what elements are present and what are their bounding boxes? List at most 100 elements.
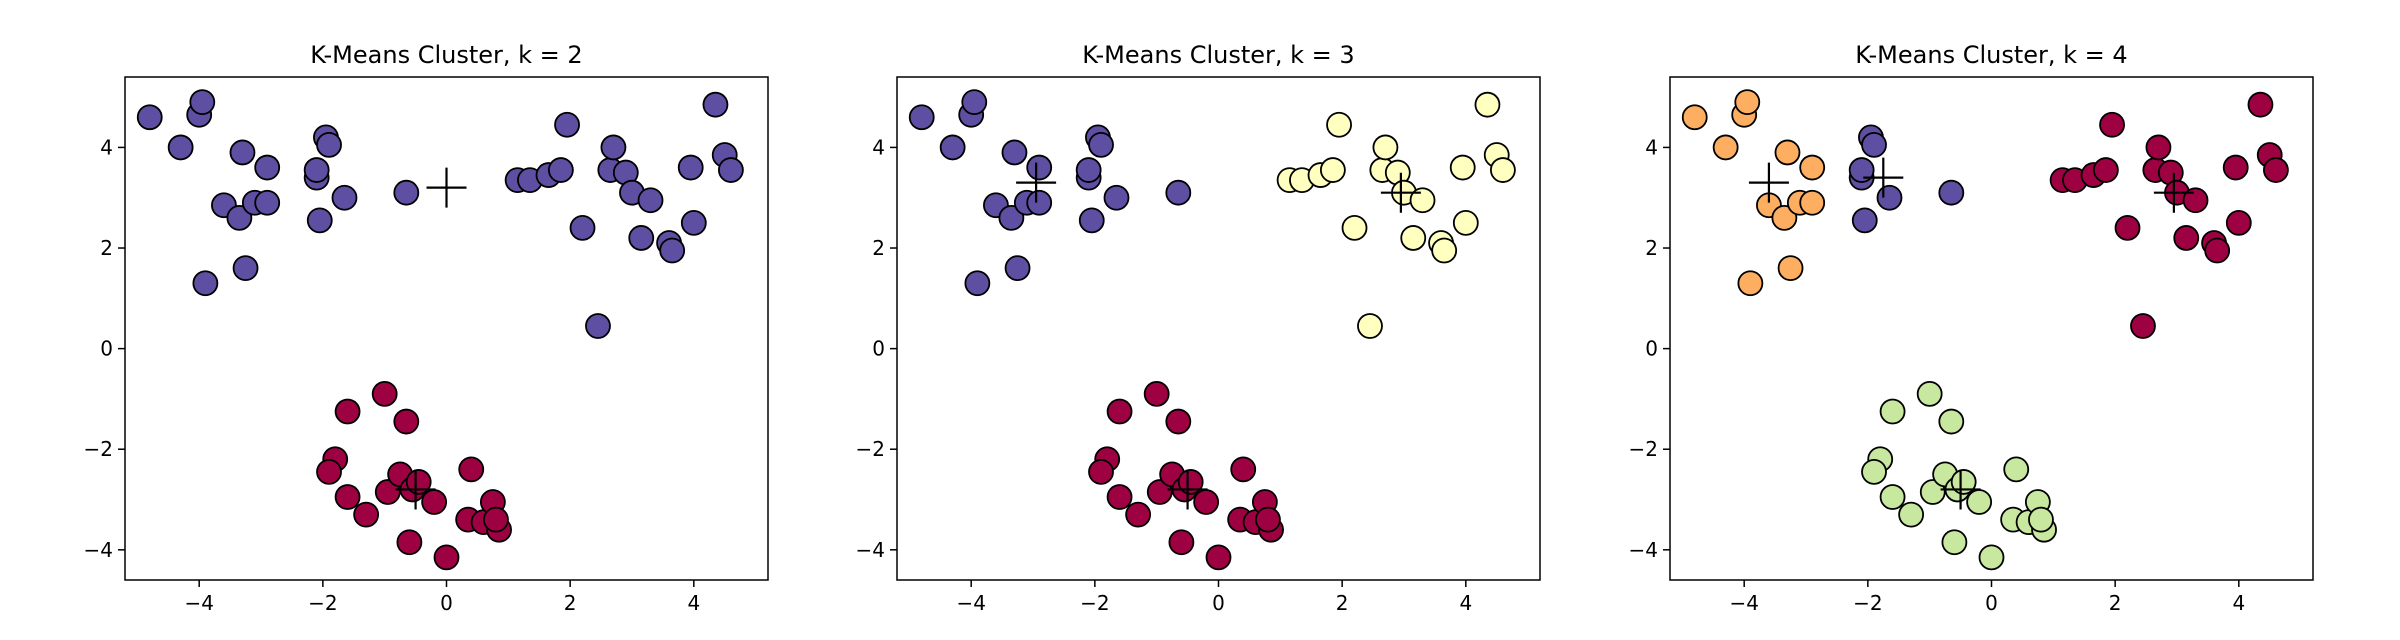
data-point-cluster-1 [961, 89, 988, 116]
data-point-cluster-2 [1341, 214, 1368, 241]
data-point-cluster-2 [1449, 154, 1476, 181]
data-point-cluster-1 [702, 91, 729, 118]
data-point-cluster-1 [1771, 204, 1798, 231]
data-point-cluster-2 [1452, 209, 1479, 236]
data-point-cluster-2 [405, 469, 432, 495]
y-tick-label: 0 [872, 337, 885, 361]
data-point-cluster-1 [585, 313, 611, 339]
data-point-cluster-1 [1734, 89, 1761, 116]
data-point-cluster-2 [1861, 132, 1887, 158]
x-tick-label: 0 [1212, 591, 1225, 615]
data-point-cluster-2 [1851, 207, 1878, 234]
y-tick-label: 4 [872, 135, 885, 159]
x-tick-label: 4 [687, 591, 700, 615]
data-point-cluster-2 [1431, 237, 1458, 264]
data-point-cluster-2 [1326, 111, 1352, 138]
data-point-cluster-1 [1004, 255, 1031, 282]
y-tick-label: 2 [100, 236, 113, 260]
x-tick-label: −4 [184, 591, 213, 615]
centroid-markers [1016, 162, 1421, 510]
data-point-cluster-2 [483, 506, 509, 533]
data-point-cluster-1 [637, 187, 664, 214]
x-tick-label: 4 [1459, 591, 1472, 615]
data-point-cluster-2 [433, 544, 460, 571]
x-tick-label: −4 [956, 591, 985, 615]
data-point-cluster-4 [1919, 479, 1946, 505]
chart-title: K-Means Cluster, k = 4 [1855, 41, 2127, 69]
y-tick-label: 4 [100, 135, 113, 159]
data-point-cluster-4 [1966, 489, 1993, 515]
data-point-cluster-1 [1799, 154, 1826, 181]
data-point-cluster-1 [167, 134, 194, 161]
data-point-cluster-4 [1941, 529, 1968, 556]
data-point-cluster-2 [1409, 187, 1436, 214]
data-point-cluster-4 [1861, 458, 1887, 485]
data-point-cluster-3 [2099, 111, 2125, 138]
data-point-cluster-1 [1712, 134, 1739, 161]
data-point-cluster-1 [908, 104, 935, 131]
data-point-cluster-1 [331, 184, 358, 211]
y-tick-label: −2 [1629, 437, 1658, 461]
data-point-cluster-1 [1075, 157, 1102, 183]
chart-title: K-Means Cluster, k = 2 [310, 41, 582, 69]
data-point-cluster-4 [2003, 456, 2030, 483]
y-tick-label: −4 [84, 538, 113, 562]
data-point-cluster-2 [334, 398, 361, 425]
data-point-cluster-1 [1165, 179, 1192, 206]
data-point-cluster-1 [306, 207, 333, 234]
data-point-cluster-3 [2182, 187, 2209, 214]
data-points [136, 89, 744, 571]
data-point-cluster-1 [189, 89, 216, 116]
data-point-cluster-2 [1319, 157, 1346, 183]
x-tick-label: −2 [1080, 591, 1109, 615]
x-tick-label: 2 [564, 591, 577, 615]
x-tick-label: 4 [2232, 591, 2245, 615]
data-point-cluster-1 [964, 270, 991, 297]
data-point-cluster-1 [998, 204, 1025, 231]
y-tick-label: −4 [1629, 538, 1658, 562]
data-point-cluster-1 [393, 179, 420, 206]
data-point-cluster-1 [569, 214, 596, 241]
y-tick-label: 2 [1645, 236, 1658, 260]
y-tick-label: 4 [1645, 135, 1658, 159]
data-point-cluster-2 [316, 458, 342, 485]
centroid-marker [2153, 172, 2194, 213]
centroid-markers [1748, 157, 2194, 510]
data-point-cluster-4 [1978, 544, 2005, 571]
data-point-cluster-3 [1125, 501, 1152, 528]
centroid-marker [395, 469, 436, 510]
data-point-cluster-2 [1400, 225, 1427, 251]
chart-title: K-Means Cluster, k = 3 [1082, 41, 1354, 69]
centroid-marker [1940, 469, 1981, 510]
data-point-cluster-1 [1078, 207, 1105, 234]
x-tick-label: −2 [308, 591, 337, 615]
data-point-cluster-1 [659, 237, 686, 264]
y-tick-label: −2 [856, 437, 885, 461]
data-point-cluster-3 [1088, 458, 1114, 485]
data-point-cluster-1 [547, 157, 574, 183]
x-tick-label: −4 [1729, 591, 1758, 615]
data-point-cluster-2 [393, 408, 420, 435]
data-point-cluster-2 [458, 456, 485, 483]
data-point-cluster-1 [229, 139, 256, 166]
data-point-cluster-4 [1879, 484, 1906, 510]
data-point-cluster-3 [1177, 469, 1204, 495]
data-point-cluster-3 [2092, 157, 2119, 183]
data-point-cluster-2 [371, 380, 398, 407]
data-point-cluster-1 [1088, 132, 1114, 158]
centroid-marker [1748, 162, 1789, 203]
data-point-cluster-3 [2145, 134, 2172, 161]
data-point-cluster-2 [1474, 91, 1501, 118]
y-tick-label: 0 [1645, 337, 1658, 361]
x-tick-label: 0 [1985, 591, 1998, 615]
data-point-cluster-1 [192, 270, 219, 297]
chart-panel-k4: K-Means Cluster, k = 4 −4 −2 0 2 4 −4 −2 0 2 4 [1629, 41, 2314, 615]
data-point-cluster-3 [2204, 237, 2231, 264]
data-point-cluster-3 [1143, 380, 1170, 407]
data-point-cluster-4 [1938, 408, 1965, 435]
data-point-cluster-1 [1737, 270, 1764, 297]
x-tick-label: 2 [2109, 591, 2122, 615]
data-point-cluster-1 [1001, 139, 1028, 166]
data-point-cluster-2 [334, 484, 361, 510]
data-point-cluster-3 [1106, 484, 1133, 510]
